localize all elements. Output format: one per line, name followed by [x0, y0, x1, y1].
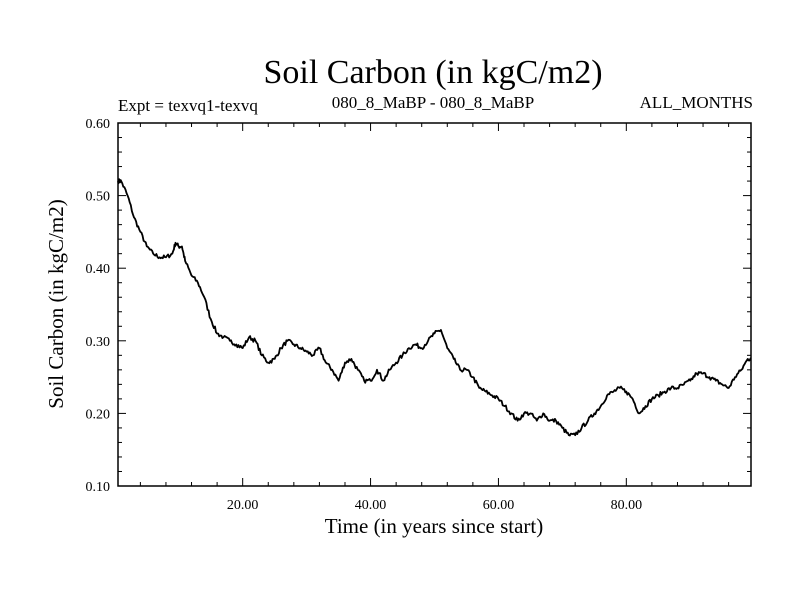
left-subtitle: Expt = texvq1-texvq — [118, 96, 258, 115]
y-tick-label: 0.30 — [86, 335, 111, 350]
center-subtitle: 080_8_MaBP - 080_8_MaBP — [332, 93, 534, 112]
y-tick-label: 0.20 — [86, 407, 111, 422]
x-tick-label: 80.00 — [611, 498, 643, 513]
series-line — [117, 178, 752, 437]
y-axis-ticks: 0.10 0.20 0.30 0.40 0.50 0.60 — [86, 117, 751, 495]
y-tick-label: 0.10 — [86, 480, 111, 495]
x-tick-label: 60.00 — [483, 498, 515, 513]
y-tick-label: 0.60 — [86, 117, 111, 132]
x-tick-label: 40.00 — [355, 498, 387, 513]
y-tick-label: 0.40 — [86, 262, 111, 277]
x-axis-ticks: 20.00 40.00 60.00 80.00 — [139, 123, 730, 513]
series-layer — [117, 178, 752, 437]
y-axis-label: Soil Carbon (in kgC/m2) — [44, 199, 68, 408]
chart-title: Soil Carbon (in kgC/m2) — [263, 54, 602, 91]
x-axis-label: Time (in years since start) — [325, 514, 544, 538]
y-tick-label: 0.50 — [86, 190, 111, 205]
right-subtitle: ALL_MONTHS — [640, 93, 753, 112]
plot-frame — [117, 122, 752, 487]
x-tick-label: 20.00 — [227, 498, 259, 513]
